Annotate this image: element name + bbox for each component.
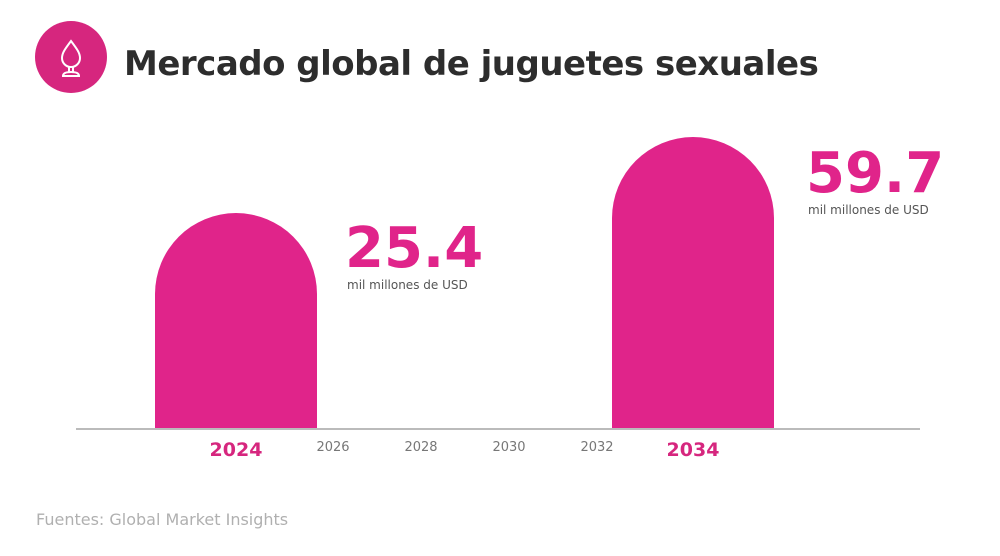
data-unit-2034: mil millones de USD bbox=[808, 203, 929, 217]
tick-label-2024: 2024 bbox=[210, 439, 263, 461]
data-label-2034: 59.7 bbox=[806, 141, 944, 206]
tick-label-2032: 2032 bbox=[580, 440, 613, 455]
data-unit-2024: mil millones de USD bbox=[347, 278, 468, 292]
bar-2024 bbox=[155, 213, 317, 428]
chart-title: Mercado global de juguetes sexuales bbox=[124, 44, 819, 84]
tick-label-2034: 2034 bbox=[667, 439, 720, 461]
tick-label-2030: 2030 bbox=[492, 440, 525, 455]
tick-label-2028: 2028 bbox=[404, 440, 437, 455]
logo-badge bbox=[35, 21, 107, 93]
source-note: Fuentes: Global Market Insights bbox=[36, 510, 289, 529]
bar-2034 bbox=[612, 137, 774, 429]
data-label-2024: 25.4 bbox=[345, 216, 483, 281]
tick-label-2026: 2026 bbox=[316, 440, 349, 455]
plug-icon bbox=[60, 39, 82, 77]
